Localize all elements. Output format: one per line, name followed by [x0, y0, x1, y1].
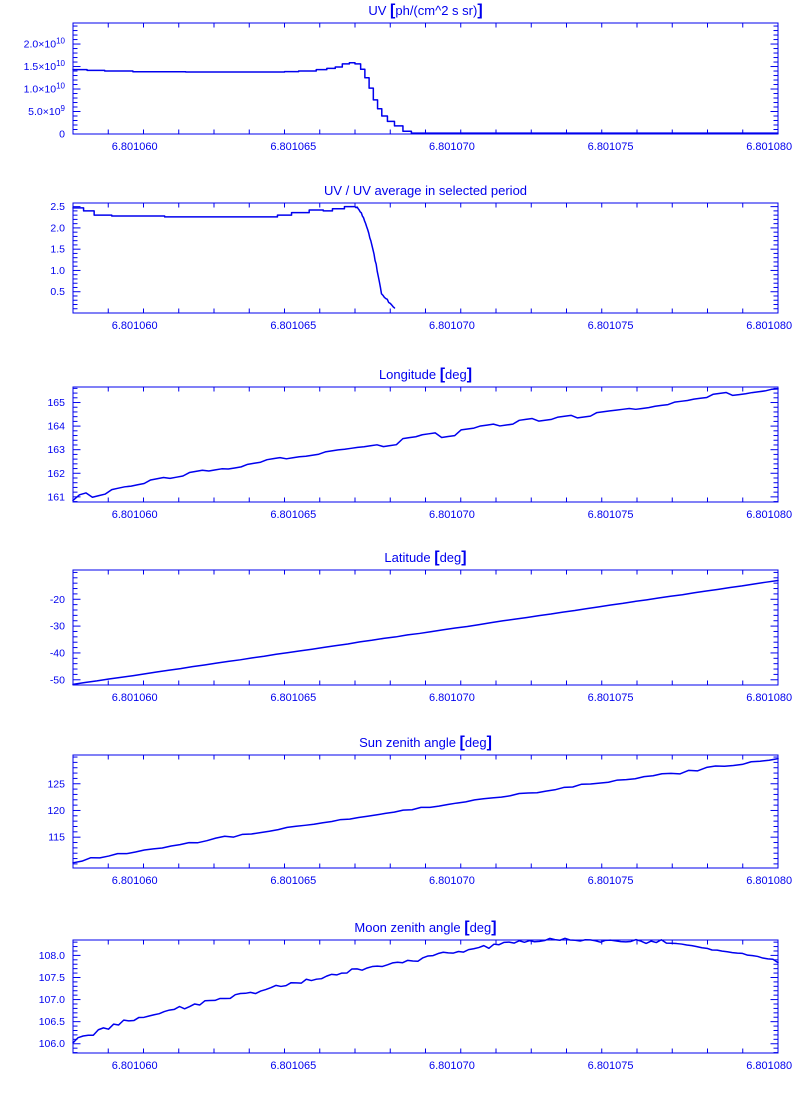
- svg-text:UV / UV average in selected pe: UV / UV average in selected period: [324, 183, 527, 198]
- svg-text:6.801075: 6.801075: [588, 875, 634, 887]
- svg-text:6.801075: 6.801075: [588, 320, 634, 332]
- svg-text:6.801080: 6.801080: [746, 1060, 792, 1072]
- svg-text:0: 0: [59, 129, 65, 141]
- svg-text:108.0: 108.0: [39, 950, 65, 962]
- svg-text:-40: -40: [50, 647, 65, 659]
- svg-text:6.801065: 6.801065: [270, 509, 316, 521]
- svg-text:6.801080: 6.801080: [746, 141, 792, 153]
- svg-text:163: 163: [47, 444, 65, 456]
- svg-text:6.801065: 6.801065: [270, 141, 316, 153]
- svg-text:2.5: 2.5: [50, 201, 65, 213]
- svg-text:Latitude [deg]: Latitude [deg]: [384, 549, 466, 566]
- svg-text:6.801060: 6.801060: [112, 141, 158, 153]
- svg-text:165: 165: [47, 397, 65, 409]
- svg-text:Moon zenith angle [deg]: Moon zenith angle [deg]: [354, 919, 496, 936]
- svg-text:Sun zenith angle [deg]: Sun zenith angle [deg]: [359, 734, 492, 751]
- svg-text:6.801070: 6.801070: [429, 1060, 475, 1072]
- svg-text:0.5: 0.5: [50, 286, 65, 298]
- svg-text:6.801065: 6.801065: [270, 1060, 316, 1072]
- svg-text:125: 125: [47, 778, 65, 790]
- svg-text:2.0: 2.0: [50, 222, 65, 234]
- svg-text:6.801075: 6.801075: [588, 141, 634, 153]
- svg-text:6.801080: 6.801080: [746, 692, 792, 704]
- svg-text:6.801060: 6.801060: [112, 692, 158, 704]
- svg-text:6.801070: 6.801070: [429, 141, 475, 153]
- svg-text:6.801080: 6.801080: [746, 875, 792, 887]
- svg-text:-50: -50: [50, 674, 65, 686]
- svg-text:UV [ph/(cm^2 s sr)]: UV [ph/(cm^2 s sr)]: [368, 2, 482, 19]
- svg-text:5.0×109: 5.0×109: [28, 104, 65, 119]
- svg-text:Longitude [deg]: Longitude [deg]: [379, 366, 472, 383]
- svg-text:115: 115: [48, 832, 65, 844]
- svg-text:106.5: 106.5: [39, 1016, 65, 1028]
- svg-text:6.801070: 6.801070: [429, 320, 475, 332]
- svg-text:6.801065: 6.801065: [270, 875, 316, 887]
- svg-text:-30: -30: [50, 621, 65, 633]
- svg-text:1.0: 1.0: [50, 265, 65, 277]
- svg-text:107.5: 107.5: [39, 972, 65, 984]
- svg-text:6.801080: 6.801080: [746, 320, 792, 332]
- svg-text:6.801070: 6.801070: [429, 509, 475, 521]
- svg-text:6.801075: 6.801075: [588, 509, 634, 521]
- svg-text:107.0: 107.0: [39, 994, 65, 1006]
- svg-text:6.801075: 6.801075: [588, 692, 634, 704]
- svg-text:6.801065: 6.801065: [270, 692, 316, 704]
- svg-text:120: 120: [47, 805, 65, 817]
- svg-text:6.801060: 6.801060: [112, 320, 158, 332]
- svg-text:6.801070: 6.801070: [429, 875, 475, 887]
- svg-text:6.801075: 6.801075: [588, 1060, 634, 1072]
- svg-text:161: 161: [47, 491, 65, 503]
- svg-text:6.801080: 6.801080: [746, 509, 792, 521]
- svg-text:1.5: 1.5: [50, 244, 65, 256]
- svg-text:6.801060: 6.801060: [112, 1060, 158, 1072]
- svg-text:6.801065: 6.801065: [270, 320, 316, 332]
- svg-text:162: 162: [47, 468, 65, 480]
- svg-text:6.801070: 6.801070: [429, 692, 475, 704]
- svg-text:164: 164: [47, 421, 65, 433]
- svg-text:6.801060: 6.801060: [112, 509, 158, 521]
- svg-text:-20: -20: [50, 594, 65, 606]
- svg-text:106.0: 106.0: [39, 1038, 65, 1050]
- svg-text:6.801060: 6.801060: [112, 875, 158, 887]
